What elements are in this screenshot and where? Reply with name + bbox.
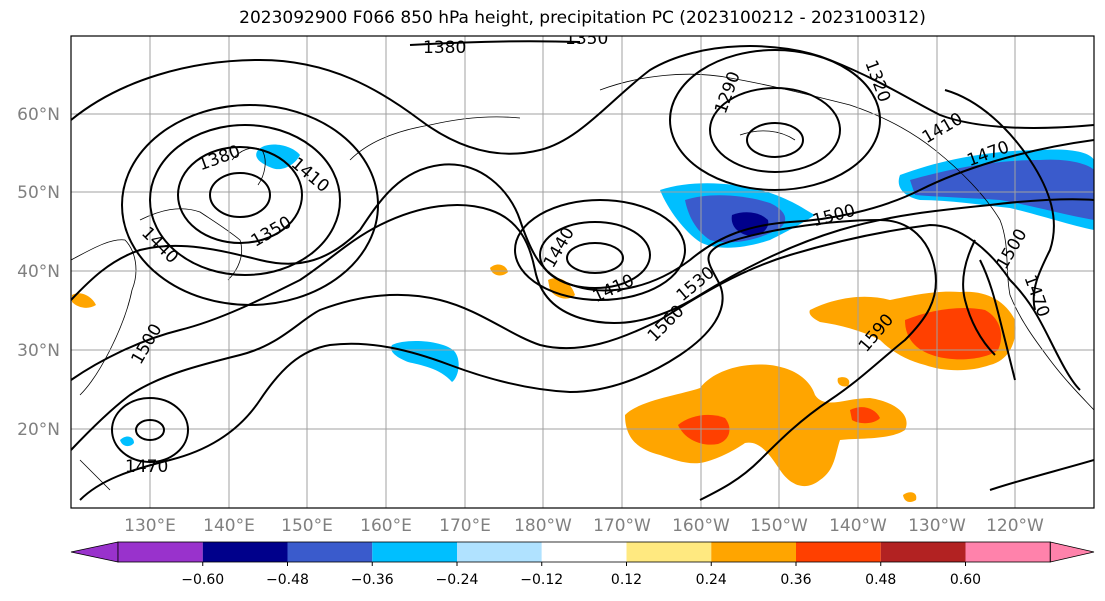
precip-negative-region xyxy=(120,436,134,447)
lon-label: 140°W xyxy=(829,516,887,536)
colorbar-tick-label: −0.12 xyxy=(520,572,563,588)
height-contours xyxy=(71,40,1094,501)
colorbar-segment xyxy=(372,542,457,562)
precip-positive-region xyxy=(72,293,96,308)
precip-positive-region xyxy=(905,308,1002,360)
lon-label: 130°E xyxy=(124,516,176,536)
colorbar-segment xyxy=(287,542,373,562)
colorbar-tick-label: −0.24 xyxy=(436,572,479,588)
lat-label: 40°N xyxy=(17,262,60,282)
map-title: 2023092900 F066 850 hPa height, precipit… xyxy=(239,8,926,28)
precip-positive-region xyxy=(490,264,508,276)
colorbar-tick-label: −0.60 xyxy=(181,572,224,588)
colorbar-tick-label: 0.12 xyxy=(611,572,642,588)
lon-label: 150°E xyxy=(281,516,333,536)
lon-label: 120°W xyxy=(986,516,1044,536)
colorbar-segment xyxy=(880,542,966,562)
colorbar-tick-label: 0.36 xyxy=(780,572,811,588)
precip-positive-region xyxy=(903,492,917,503)
colorbar-segment xyxy=(626,542,712,562)
latitude-labels: 60°N 50°N 40°N 30°N 20°N xyxy=(17,105,60,440)
colorbar-segment xyxy=(118,542,203,562)
colorbar-segment xyxy=(457,542,542,562)
lon-label: 160°W xyxy=(672,516,730,536)
colorbar-segment xyxy=(202,542,288,562)
lon-label: 180°W xyxy=(514,516,572,536)
colorbar-extend-low xyxy=(70,541,119,563)
contour-label: 1470 xyxy=(125,457,168,477)
contour-label: 1350 xyxy=(565,29,608,49)
colorbar-extend-high xyxy=(1049,541,1095,563)
lon-label: 160°E xyxy=(360,516,412,536)
contour-label: 1380 xyxy=(423,38,466,58)
precip-negative-region xyxy=(731,212,769,236)
colorbar-tick-label: −0.48 xyxy=(266,572,309,588)
lon-label: 150°W xyxy=(750,516,808,536)
lon-label: 130°W xyxy=(908,516,966,536)
graticule xyxy=(71,36,1094,508)
colorbar-segment xyxy=(965,542,1051,562)
colorbar-tick-label: 0.60 xyxy=(950,572,981,588)
lon-label: 170°E xyxy=(439,516,491,536)
colorbar-segment xyxy=(796,542,881,562)
colorbar-segment xyxy=(541,542,627,562)
colorbar-tick-label: −0.36 xyxy=(351,572,394,588)
colorbar-segment xyxy=(711,542,796,562)
colorbar: −0.60 −0.48 −0.36 −0.24 −0.12 0.12 0.24 … xyxy=(70,541,1095,588)
precip-positive-region xyxy=(678,414,730,445)
colorbar-tick-label: 0.48 xyxy=(865,572,896,588)
lat-label: 20°N xyxy=(17,420,60,440)
lat-label: 50°N xyxy=(17,183,60,203)
lat-label: 60°N xyxy=(17,105,60,125)
precip-positive-region xyxy=(837,377,850,387)
lon-label: 170°W xyxy=(593,516,651,536)
colorbar-tick-label: 0.24 xyxy=(696,572,727,588)
lat-label: 30°N xyxy=(17,341,60,361)
map-frame xyxy=(70,35,1095,509)
lon-label: 140°E xyxy=(203,516,255,536)
longitude-labels: 130°E 140°E 150°E 160°E 170°E 180°W 170°… xyxy=(124,516,1044,536)
precip-positive-region xyxy=(625,364,907,487)
